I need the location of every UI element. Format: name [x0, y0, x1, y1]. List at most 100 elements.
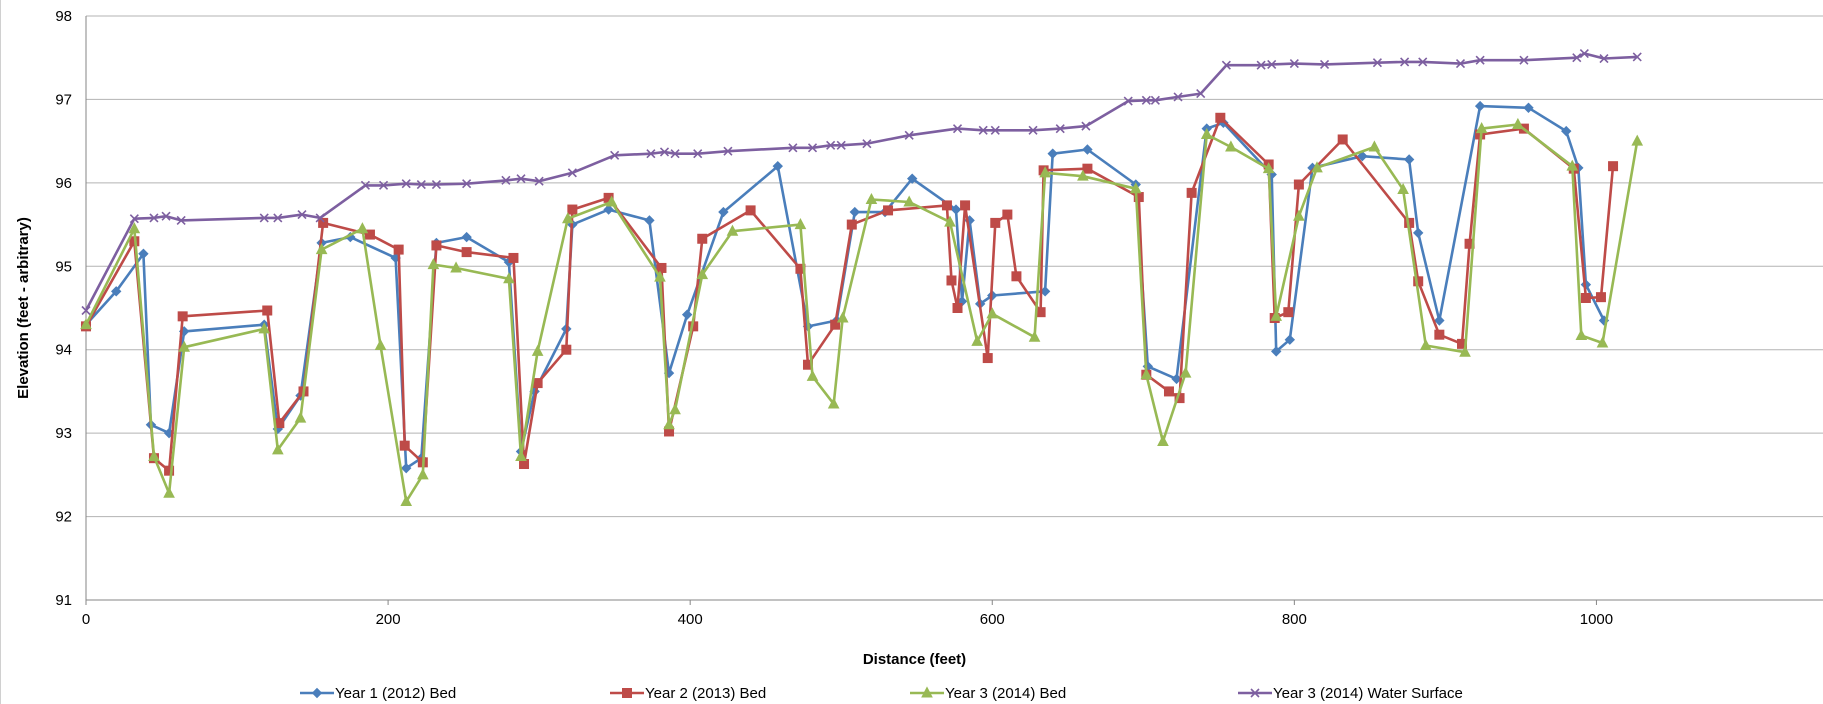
data-point	[605, 195, 618, 207]
data-point	[950, 204, 962, 215]
data-point	[1293, 209, 1305, 221]
data-point	[364, 229, 375, 240]
data-point	[149, 213, 159, 223]
data-point	[1055, 124, 1065, 134]
y-tick-label: 95	[55, 258, 72, 275]
data-point	[681, 309, 693, 320]
data-point	[399, 440, 410, 451]
data-point	[646, 149, 656, 159]
data-point	[1434, 329, 1445, 340]
data-point	[862, 139, 872, 149]
data-point	[1319, 59, 1330, 69]
data-point	[567, 168, 577, 178]
data-point	[508, 252, 519, 263]
data-point	[1561, 125, 1572, 137]
data-point	[978, 125, 988, 135]
data-point	[1311, 161, 1323, 173]
data-point	[360, 180, 370, 190]
data-point	[531, 344, 544, 356]
series-1	[80, 100, 1610, 474]
data-point	[849, 206, 861, 218]
data-point	[603, 204, 614, 215]
legend-entry: Year 3 (2014) Bed	[910, 685, 1066, 702]
data-point	[461, 231, 472, 243]
data-point	[1081, 121, 1091, 131]
data-point	[827, 397, 840, 409]
data-point	[129, 214, 139, 224]
data-point	[461, 247, 472, 258]
tick-labels: 91 92 93 94 95 96 97 98 0 200 400 600 800 1000	[55, 8, 1613, 628]
data-point	[315, 243, 328, 255]
data-point	[450, 261, 462, 273]
data-point	[1412, 227, 1424, 239]
data-point	[990, 217, 1001, 228]
data-point	[1082, 144, 1093, 155]
data-point	[1459, 345, 1471, 357]
data-point	[1599, 53, 1609, 64]
data-point	[659, 147, 670, 157]
data-point	[745, 205, 756, 216]
data-point	[1179, 366, 1192, 378]
data-point	[111, 286, 122, 297]
data-point	[318, 217, 329, 228]
x-tick-label: 800	[1282, 611, 1307, 628]
data-point	[1221, 60, 1231, 70]
data-point	[788, 143, 798, 153]
data-point	[1455, 58, 1466, 69]
data-point	[1475, 122, 1488, 134]
legend-label: Year 1 (2012) Bed	[335, 685, 456, 702]
data-point	[1028, 125, 1038, 135]
data-point	[903, 195, 916, 207]
data-point	[567, 204, 578, 215]
data-point	[1270, 309, 1283, 321]
y-tick-label: 94	[55, 342, 72, 359]
data-point	[176, 215, 186, 225]
data-point	[952, 303, 963, 313]
x-tick-label: 0	[82, 611, 90, 628]
x-tick-label: 400	[678, 611, 703, 628]
x-tick-label: 200	[376, 611, 401, 628]
data-point	[794, 217, 807, 230]
data-point	[944, 215, 956, 227]
data-point	[1397, 182, 1409, 195]
legend-swatch-marker	[1250, 688, 1260, 698]
data-point	[262, 305, 273, 316]
data-point	[80, 318, 92, 330]
x-axis-title: Distance (feet)	[863, 651, 966, 668]
data-point	[273, 213, 283, 223]
data-point	[846, 219, 857, 230]
data-point	[161, 211, 171, 221]
data-point	[271, 443, 284, 455]
data-point	[400, 494, 413, 507]
data-point	[1283, 307, 1294, 318]
data-point	[1215, 112, 1226, 123]
series-2	[81, 112, 1619, 476]
data-point	[1047, 148, 1058, 159]
data-point	[1129, 182, 1142, 194]
data-point	[1284, 334, 1296, 345]
data-point	[393, 244, 404, 255]
data-point	[1368, 140, 1381, 152]
data-point	[561, 344, 572, 355]
data-point	[1632, 52, 1642, 62]
data-point	[501, 175, 511, 185]
data-point	[416, 179, 426, 190]
data-point	[1580, 292, 1591, 303]
data-point	[1418, 57, 1428, 67]
data-point	[693, 149, 703, 159]
legend-label: Year 2 (2013) Bed	[645, 685, 766, 702]
data-point	[1631, 134, 1644, 146]
data-point	[1566, 159, 1579, 171]
data-point	[1419, 338, 1432, 351]
data-point	[904, 130, 914, 140]
data-point	[654, 270, 666, 282]
data-point	[148, 449, 160, 462]
data-point	[416, 468, 429, 480]
data-point	[670, 149, 680, 159]
data-point	[1123, 96, 1133, 106]
left-frame-border	[0, 0, 1, 704]
data-point	[669, 403, 681, 415]
data-point	[726, 224, 739, 236]
data-point	[907, 173, 918, 184]
